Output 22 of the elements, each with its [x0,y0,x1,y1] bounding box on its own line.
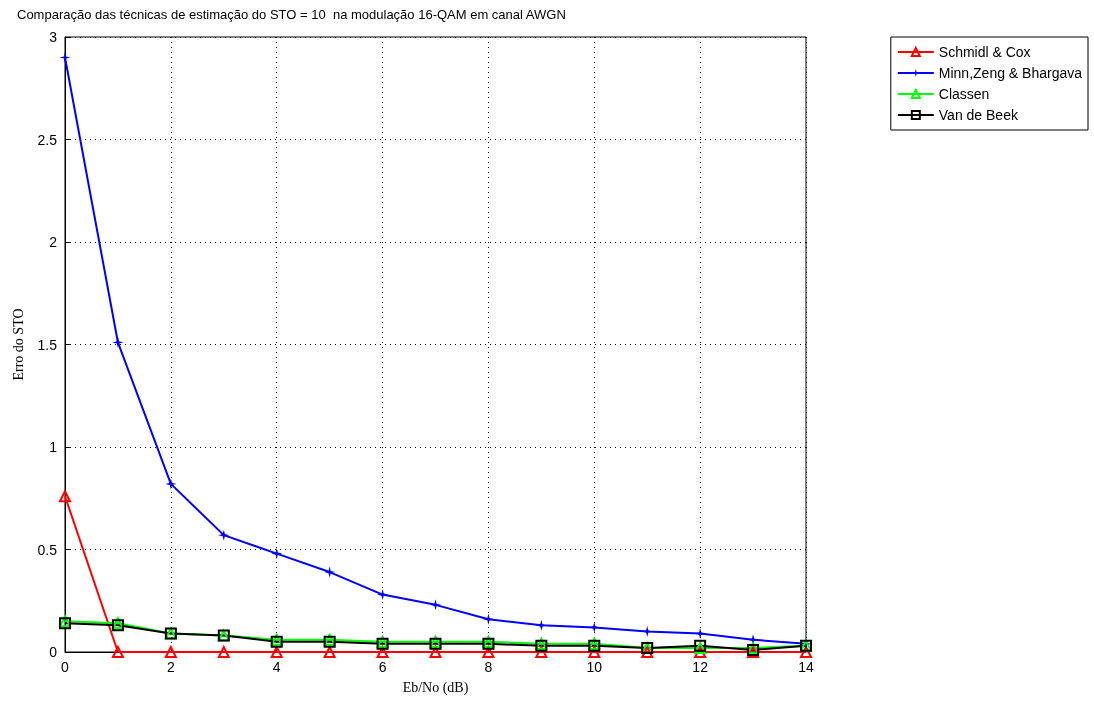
y-axis-title: Erro do STO [10,308,26,381]
x-tick-label: 10 [586,659,603,675]
x-tick-label: 12 [692,659,709,675]
x-tick-label: 0 [61,659,70,675]
y-tick-label: 1 [49,439,58,455]
legend-label: Schmidl & Cox [938,44,1031,60]
legend-label: Classen [938,86,990,102]
y-tick-label: 3 [49,29,58,45]
chart-title: Comparação das técnicas de estimação do STO = 10 na modulação 16-QAM em canal AWGN [17,7,566,22]
legend-label: Van de Beek [938,107,1019,123]
y-tick-label: 2 [49,234,58,250]
y-tick-label: 1.5 [37,336,58,353]
x-tick-label: 4 [272,659,281,675]
x-tick-label: 6 [378,659,387,675]
x-axis-title: Eb/No (dB) [402,679,469,696]
x-tick-label: 14 [798,659,814,675]
x-tick-label: 8 [484,659,493,675]
x-tick-label: 2 [166,659,175,675]
y-tick-label: 2.5 [37,131,58,148]
y-tick-label: 0 [49,644,58,660]
legend-label: Minn,Zeng & Bhargava [938,65,1083,81]
y-tick-label: 0.5 [37,541,58,558]
